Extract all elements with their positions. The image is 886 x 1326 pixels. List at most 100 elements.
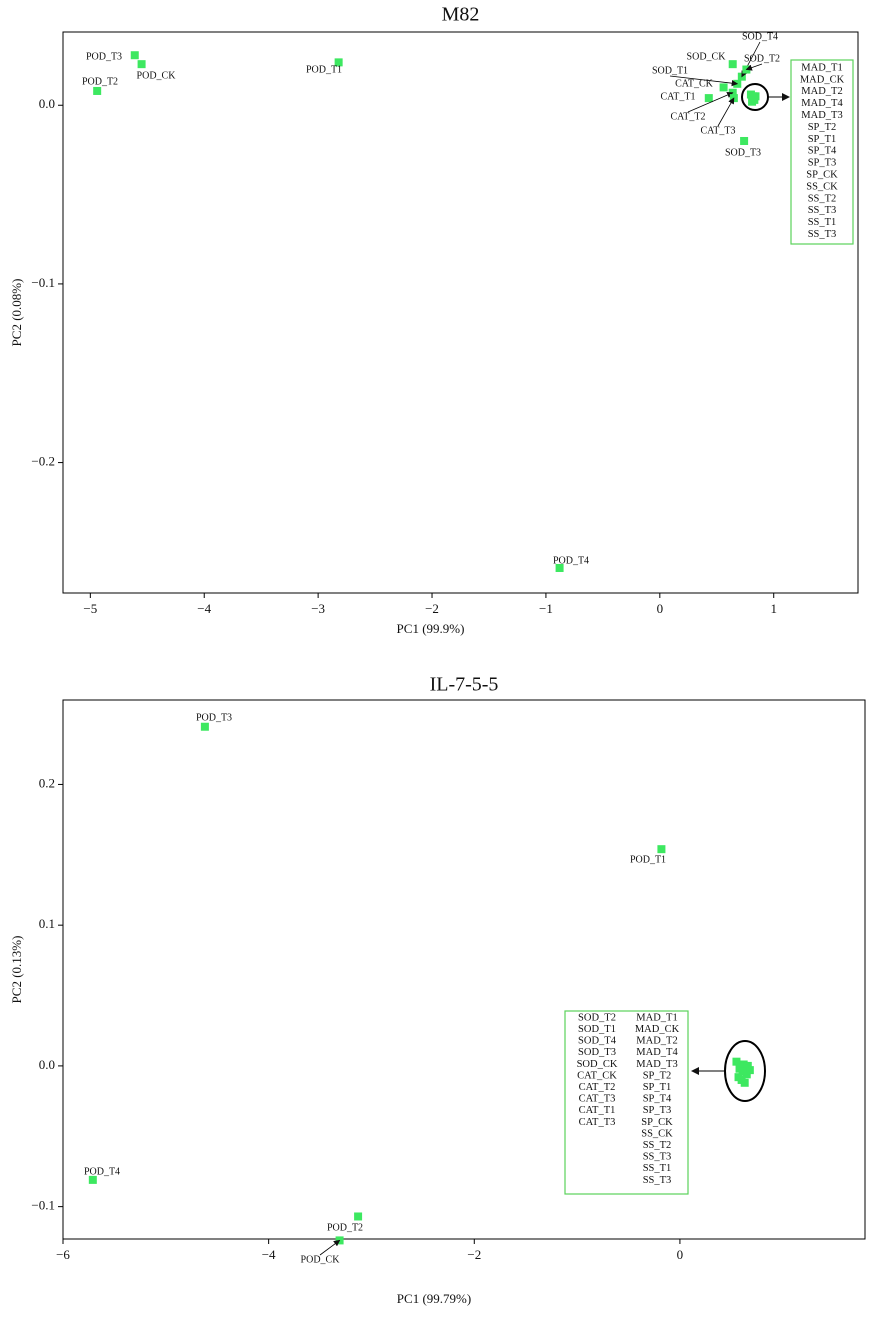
data-point bbox=[657, 845, 666, 854]
data-point bbox=[738, 1067, 747, 1076]
point-label: CAT_CK bbox=[675, 78, 714, 89]
point-label: POD_T4 bbox=[84, 1166, 120, 1177]
data-point bbox=[354, 1212, 363, 1221]
x-axis-label: PC1 (99.9%) bbox=[397, 621, 465, 636]
chart-title: M82 bbox=[442, 4, 480, 26]
point-label: POD_T2 bbox=[327, 1222, 363, 1233]
data-point bbox=[130, 51, 139, 60]
y-tick-label: −0.1 bbox=[31, 1198, 55, 1213]
box-label: SP_T2 bbox=[643, 1070, 672, 1081]
cluster-ring bbox=[724, 1040, 766, 1102]
data-point bbox=[732, 1057, 741, 1066]
leader-line bbox=[745, 63, 763, 71]
point-label: SOD_T3 bbox=[725, 147, 761, 158]
x-tick-label: −1 bbox=[539, 601, 553, 616]
box-label: SP_CK bbox=[806, 170, 838, 181]
box-label: SOD_T4 bbox=[578, 1036, 617, 1047]
box-label: CAT_CK bbox=[577, 1070, 617, 1081]
data-point bbox=[749, 92, 758, 101]
point-label: POD_T3 bbox=[196, 712, 232, 723]
box-label: SOD_CK bbox=[577, 1059, 618, 1070]
box-label: MAD_T4 bbox=[801, 98, 843, 109]
label-box bbox=[564, 1010, 689, 1195]
point-label: POD_CK bbox=[137, 70, 177, 81]
x-tick-label: −5 bbox=[83, 601, 97, 616]
box-label: CAT_T2 bbox=[579, 1082, 616, 1093]
data-point bbox=[739, 1060, 748, 1069]
point-label: SOD_T1 bbox=[652, 65, 688, 76]
box-label: SS_T2 bbox=[643, 1140, 672, 1151]
box-label: MAD_CK bbox=[800, 74, 845, 85]
point-label: POD_T2 bbox=[82, 76, 118, 87]
box-label: SS_T1 bbox=[643, 1163, 672, 1174]
y-tick-label: 0.0 bbox=[39, 1057, 55, 1072]
point-label: SOD_CK bbox=[687, 51, 727, 62]
point-label: CAT_T3 bbox=[701, 125, 736, 136]
leader-line bbox=[319, 1239, 341, 1256]
y-tick-label: −0.2 bbox=[31, 454, 55, 469]
leader-line bbox=[717, 97, 735, 127]
data-point bbox=[734, 1073, 743, 1082]
point-label: SOD_T2 bbox=[744, 53, 780, 64]
box-label: SP_T2 bbox=[808, 122, 837, 133]
box-label: SP_CK bbox=[641, 1117, 673, 1128]
box-label: MAD_T3 bbox=[636, 1059, 677, 1070]
box-label: SS_T3 bbox=[808, 229, 837, 240]
label-box bbox=[790, 59, 854, 245]
box-label: MAD_T2 bbox=[801, 86, 842, 97]
data-point bbox=[200, 722, 209, 731]
box-label: SS_T3 bbox=[808, 205, 837, 216]
data-point bbox=[334, 58, 343, 67]
box-label: SP_T1 bbox=[808, 134, 837, 145]
y-tick-label: 0.2 bbox=[39, 775, 55, 790]
box-label: SP_T3 bbox=[808, 158, 837, 169]
x-tick-label: 0 bbox=[657, 601, 664, 616]
data-point bbox=[743, 1061, 752, 1070]
box-label: SS_CK bbox=[806, 181, 838, 192]
point-label: SOD_T4 bbox=[742, 31, 778, 42]
plot-frame bbox=[62, 699, 866, 1240]
x-tick-label: 1 bbox=[770, 601, 777, 616]
box-label: SS_T3 bbox=[643, 1152, 672, 1163]
point-label: POD_CK bbox=[301, 1254, 341, 1265]
data-point bbox=[93, 86, 102, 95]
data-point bbox=[742, 1070, 751, 1079]
x-tick-label: −2 bbox=[467, 1247, 481, 1262]
y-tick-label: 0.0 bbox=[39, 96, 55, 111]
box-label: SS_T3 bbox=[643, 1175, 672, 1186]
box-label: SOD_T2 bbox=[578, 1012, 616, 1023]
leader-line bbox=[669, 75, 739, 87]
point-label: POD_T3 bbox=[86, 51, 122, 62]
x-tick-label: −4 bbox=[197, 601, 211, 616]
box-label: MAD_T2 bbox=[636, 1036, 677, 1047]
x-tick-label: 0 bbox=[677, 1247, 684, 1262]
data-point bbox=[745, 1066, 754, 1075]
box-label: SP_T3 bbox=[643, 1105, 672, 1116]
plot-frame bbox=[62, 31, 859, 594]
box-label: MAD_T1 bbox=[636, 1012, 677, 1023]
box-label: MAD_CK bbox=[635, 1024, 680, 1035]
y-tick-label: −0.1 bbox=[31, 275, 55, 290]
box-label: SS_CK bbox=[641, 1128, 673, 1139]
x-axis-label: PC1 (99.79%) bbox=[397, 1291, 471, 1306]
data-point bbox=[740, 136, 749, 145]
box-label: MAD_T3 bbox=[801, 110, 842, 121]
chart-title: IL-7-5-5 bbox=[430, 674, 499, 696]
box-label: SOD_T3 bbox=[578, 1047, 616, 1058]
x-tick-label: −2 bbox=[425, 601, 439, 616]
point-label: CAT_T1 bbox=[661, 91, 696, 102]
box-label: SOD_T1 bbox=[578, 1024, 616, 1035]
point-label: POD_T1 bbox=[630, 854, 666, 865]
box-label: CAT_T3 bbox=[579, 1117, 616, 1128]
box-label: SP_T1 bbox=[643, 1082, 672, 1093]
point-label: POD_T1 bbox=[306, 64, 342, 75]
y-axis-label: PC2 (0.08%) bbox=[9, 279, 24, 347]
x-tick-label: −3 bbox=[311, 601, 325, 616]
data-point bbox=[88, 1175, 97, 1184]
box-label: CAT_T1 bbox=[579, 1105, 616, 1116]
point-label: POD_T4 bbox=[553, 555, 589, 566]
data-point bbox=[555, 563, 564, 572]
box-label: CAT_T3 bbox=[579, 1094, 616, 1105]
data-point bbox=[137, 60, 146, 69]
